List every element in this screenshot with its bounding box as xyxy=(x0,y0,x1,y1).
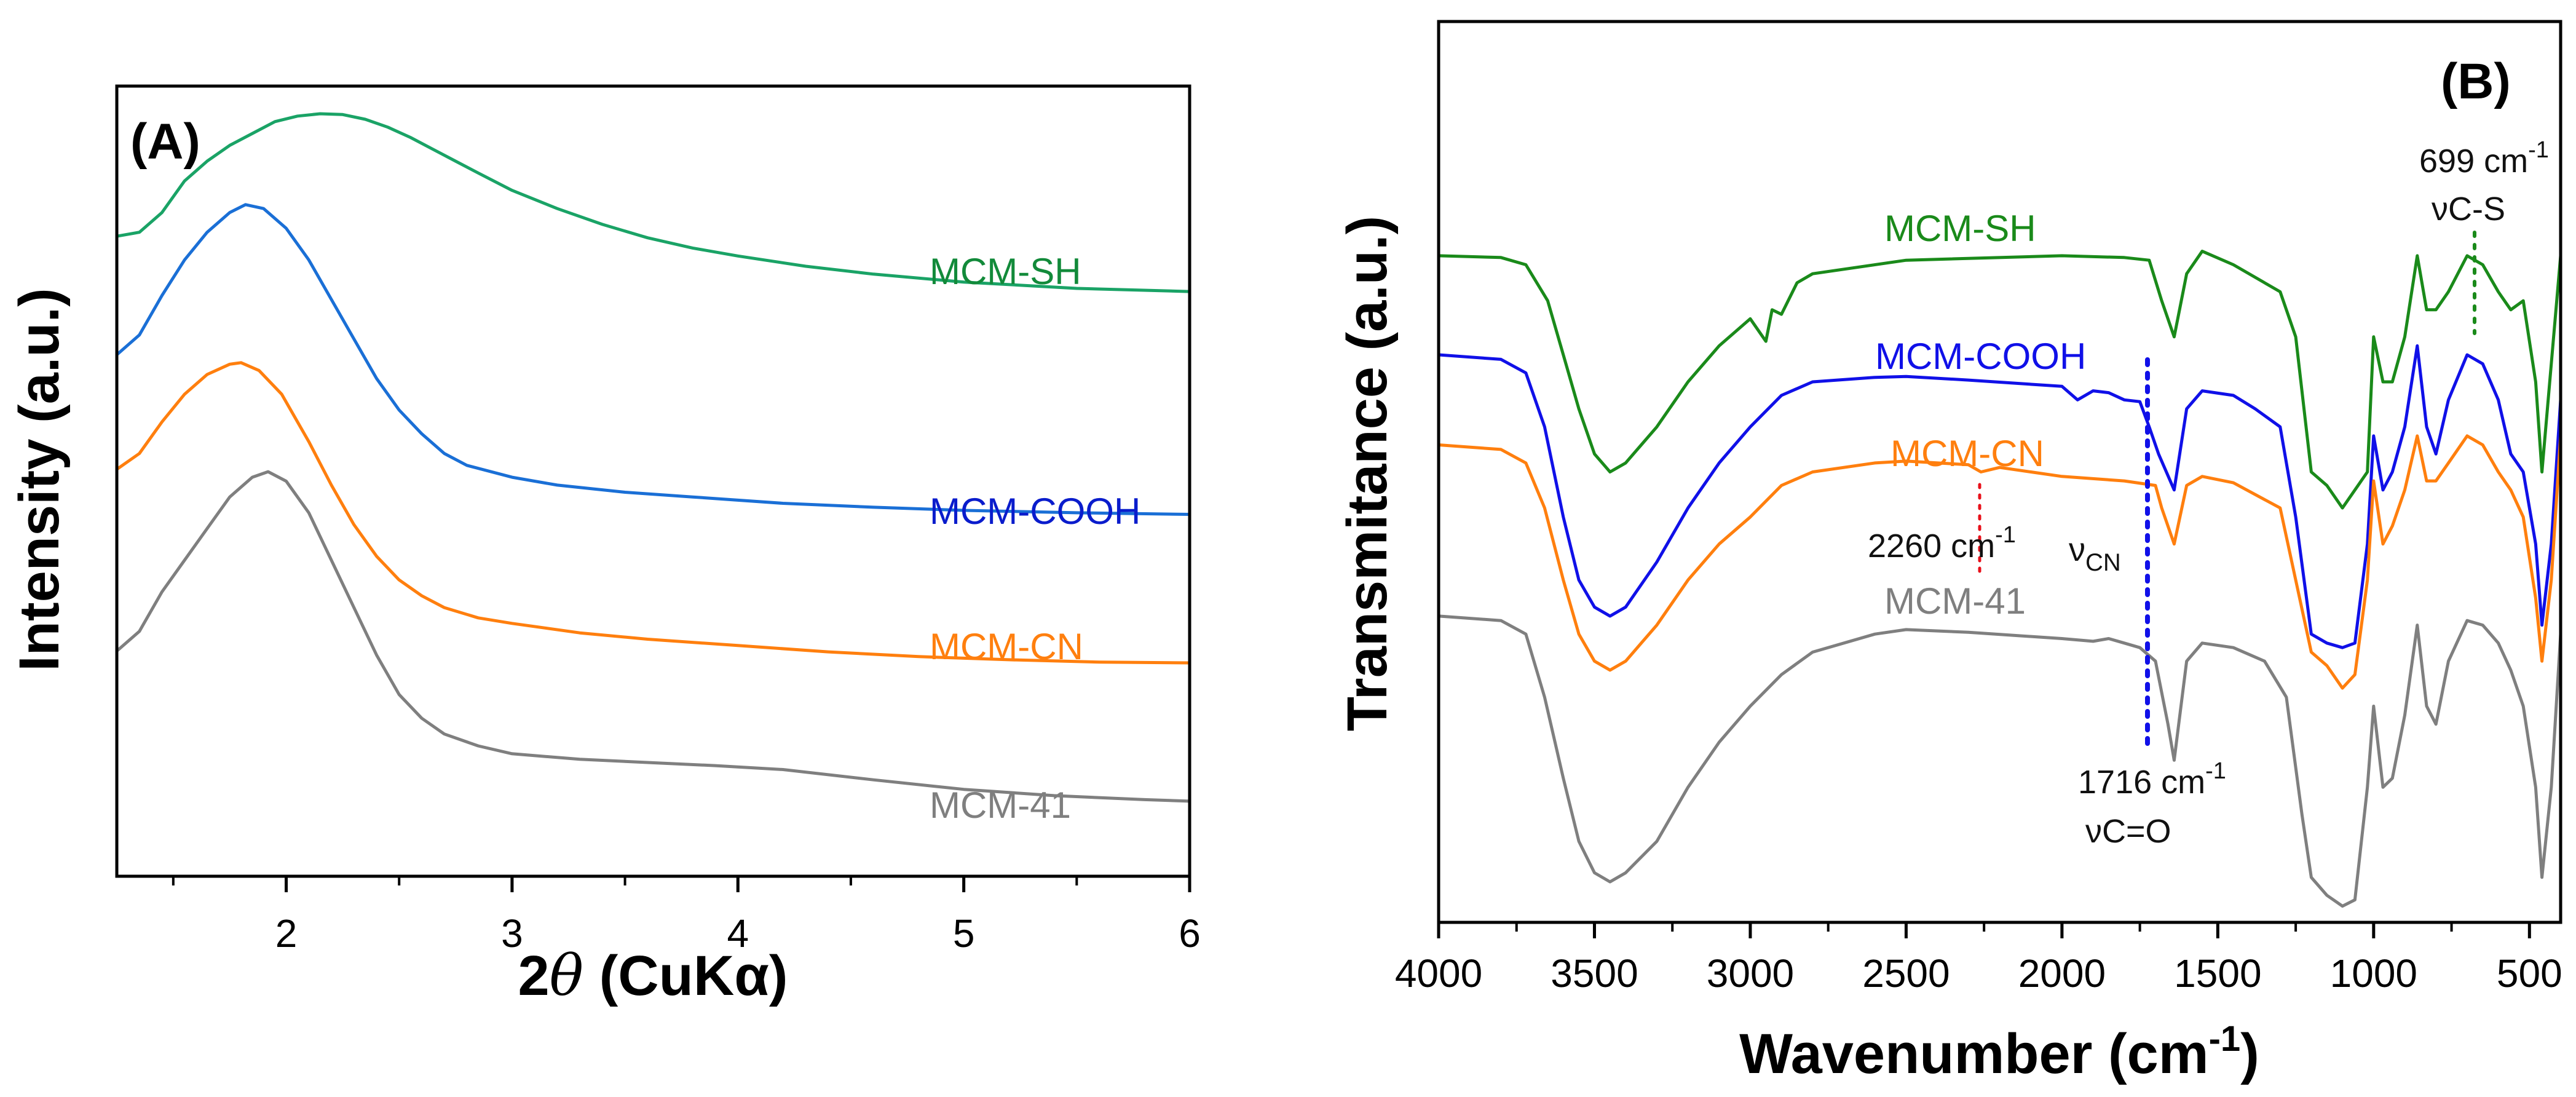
x-tick-label: 4000 xyxy=(1395,951,1482,996)
anno-cn-wavenumber-sup: -1 xyxy=(1995,522,2016,548)
x-axis-title-rest: (CuKα) xyxy=(583,945,788,1007)
panel-a-x-ticks xyxy=(172,876,1191,892)
panel-a-plot-frame xyxy=(115,84,1191,878)
panel-a-label-mcm-cn: MCM-CN xyxy=(930,626,1083,667)
anno-cn-mode-sub: CN xyxy=(2085,549,2121,576)
panel-b-label-mcm-cn: MCM-CN xyxy=(1891,433,2044,474)
panel-b-y-axis-title: Transmitance (a.u.) xyxy=(1336,216,1399,731)
anno-cn-mode: νCN xyxy=(2069,531,2121,576)
anno-co-wavenumber: 1716 cm-1 xyxy=(2078,758,2226,801)
panel-b-x-ticks xyxy=(1437,922,2531,938)
panel-b-letter: (B) xyxy=(2441,53,2511,109)
x-tick-label: 2000 xyxy=(2018,951,2106,996)
x-tick-label: 4 xyxy=(727,911,749,956)
panel-a-label-mcm-41: MCM-41 xyxy=(930,785,1071,826)
anno-cn-wavenumber: 2260 cm-1 xyxy=(1868,522,2016,564)
anno-cs-wavenumber-sup: -1 xyxy=(2528,137,2549,163)
x-axis-title-theta: θ xyxy=(550,943,583,1008)
series-line-mcm-41 xyxy=(115,470,1191,803)
panel-b-x-axis-title: Wavenumber (cm-1) xyxy=(1739,1019,2259,1085)
x-tick-label: 1500 xyxy=(2174,951,2261,996)
anno-co-mode: νC=O xyxy=(2085,813,2171,850)
x-tick-label: 5 xyxy=(953,911,975,956)
x-tick-label: 3 xyxy=(501,911,523,956)
series-line-mcm-cooh xyxy=(1437,344,2562,649)
anno-cs-wavenumber-text: 699 cm xyxy=(2419,143,2528,180)
x-axis-title-main: Wavenumber (cm xyxy=(1739,1023,2208,1085)
panel-a-x-axis-title: 2θ (CuKα) xyxy=(518,943,788,1008)
panel-b-label-mcm-sh: MCM-SH xyxy=(1884,208,2036,249)
panel-a-label-mcm-cooh: MCM-COOH xyxy=(930,491,1140,532)
panel-b-label-mcm-41: MCM-41 xyxy=(1884,580,2026,622)
x-tick-label: 1000 xyxy=(2330,951,2417,996)
panel-a-y-axis-title: Intensity (a.u.) xyxy=(8,288,71,671)
x-tick-label: 500 xyxy=(2497,951,2562,996)
anno-co-wavenumber-sup: -1 xyxy=(2205,758,2226,784)
x-tick-label: 3500 xyxy=(1551,951,1638,996)
panel-b-label-mcm-cooh: MCM-COOH xyxy=(1875,336,2086,377)
anno-cn-wavenumber-text: 2260 cm xyxy=(1868,528,1995,564)
series-line-mcm-41 xyxy=(1437,614,2562,908)
series-line-mcm-cn xyxy=(115,361,1191,665)
x-tick-label: 2 xyxy=(275,911,298,956)
panel-a-series xyxy=(115,112,1191,803)
x-tick-label: 2500 xyxy=(1862,951,1950,996)
x-tick-label: 6 xyxy=(1179,911,1201,956)
panel-b-x-tick-labels: 4000 3500 3000 2500 2000 1500 1000 500 xyxy=(1395,951,2562,996)
series-line-mcm-sh xyxy=(115,112,1191,293)
series-line-mcm-cn xyxy=(1437,434,2562,690)
panel-a-x-tick-labels: 2 3 4 5 6 xyxy=(275,911,1201,956)
anno-cn-mode-nu: ν xyxy=(2069,531,2085,568)
anno-co-wavenumber-text: 1716 cm xyxy=(2078,764,2205,801)
anno-cs-wavenumber: 699 cm-1 xyxy=(2419,137,2549,180)
panel-b: 4000 3500 3000 2500 2000 1500 1000 500 (B) Tran… xyxy=(1336,20,2562,1085)
x-axis-title-num: 2 xyxy=(518,945,549,1007)
series-line-mcm-cooh xyxy=(115,203,1191,516)
x-axis-title-sup: -1 xyxy=(2209,1019,2241,1059)
panel-a-letter: (A) xyxy=(130,114,200,170)
panel-a-label-mcm-sh: MCM-SH xyxy=(930,251,1081,292)
panel-b-series xyxy=(1437,250,2562,908)
panel-b-plot-frame xyxy=(1437,20,2562,924)
x-axis-title-end: ) xyxy=(2240,1023,2259,1085)
x-tick-label: 3000 xyxy=(1707,951,1794,996)
anno-cs-mode: νC-S xyxy=(2432,191,2505,228)
series-line-mcm-sh xyxy=(1437,250,2562,510)
